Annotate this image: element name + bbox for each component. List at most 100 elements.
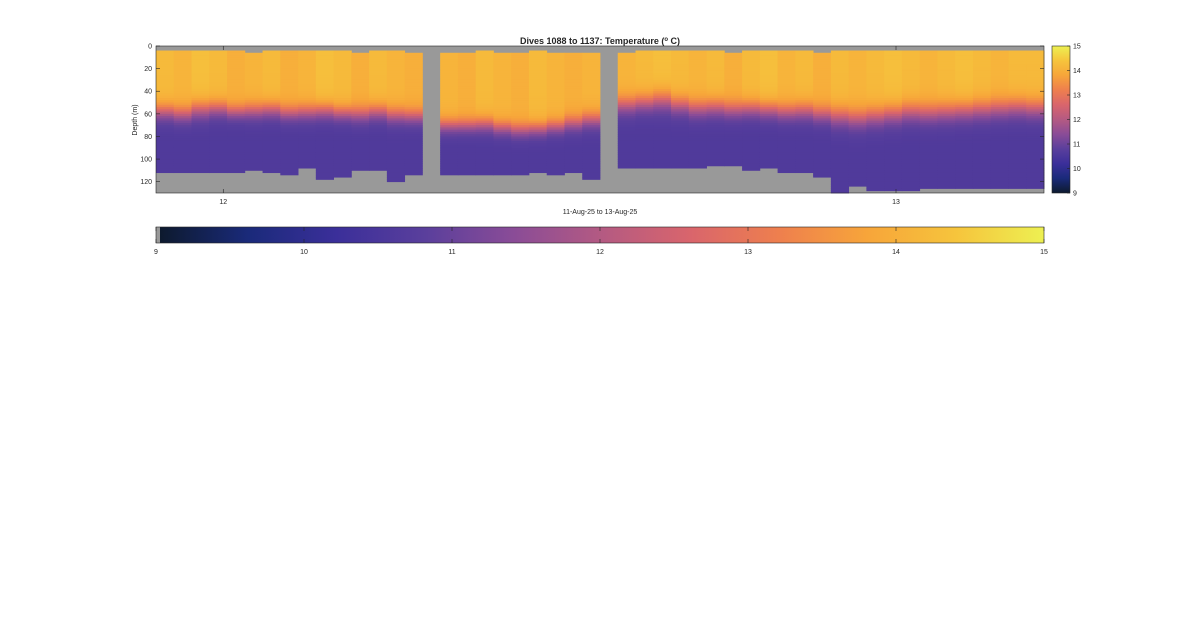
heatmap-cell xyxy=(635,75,654,79)
heatmap-cell xyxy=(386,102,406,106)
heatmap-cell xyxy=(404,156,423,160)
heatmap-cell xyxy=(582,122,601,126)
heatmap-cell xyxy=(333,95,352,99)
heatmap-cell xyxy=(209,61,228,65)
heatmap-cell xyxy=(866,107,885,110)
heatmap-cell xyxy=(528,154,548,158)
heatmap-cell xyxy=(919,145,938,149)
heatmap-cell xyxy=(688,91,707,94)
heatmap-cell xyxy=(848,152,867,155)
heatmap-cell xyxy=(830,59,850,63)
heatmap-cell xyxy=(813,129,832,133)
heatmap-cell xyxy=(386,154,406,158)
heatmap-cell xyxy=(671,163,690,167)
heatmap-cell xyxy=(990,181,1009,185)
heatmap-cell xyxy=(564,156,583,160)
heatmap-cell xyxy=(866,177,885,180)
heatmap-cell xyxy=(191,122,210,126)
heatmap-cell xyxy=(972,179,992,183)
y-axis-label: Depth (m) xyxy=(132,104,139,135)
heatmap-cell xyxy=(990,107,1009,110)
heatmap-cell xyxy=(315,156,334,160)
heatmap-cell xyxy=(262,86,281,90)
heatmap-cell xyxy=(724,118,743,122)
heatmap-cell xyxy=(777,93,796,97)
heatmap-cell xyxy=(990,129,1009,133)
heatmap-cell xyxy=(937,50,956,54)
heatmap-cell xyxy=(990,138,1009,142)
heatmap-cell xyxy=(848,177,867,180)
heatmap-cell xyxy=(173,93,192,97)
heatmap-cell xyxy=(990,102,1009,106)
heatmap-cell xyxy=(582,95,601,99)
heatmap-cell xyxy=(706,131,725,135)
heatmap-cell xyxy=(173,88,192,92)
heatmap-cell xyxy=(759,122,778,126)
heatmap-cell xyxy=(635,161,654,164)
heatmap-cell xyxy=(795,61,814,65)
heatmap-cell xyxy=(1008,86,1027,90)
heatmap-cell xyxy=(386,113,406,117)
heatmap-cell xyxy=(706,102,725,106)
heatmap-cell xyxy=(404,88,423,92)
heatmap-cell xyxy=(795,165,814,169)
heatmap-cell xyxy=(990,73,1009,76)
heatmap-cell xyxy=(191,77,210,81)
heatmap-cell xyxy=(795,77,814,81)
heatmap-cell xyxy=(671,91,690,94)
heatmap-cell xyxy=(298,64,317,67)
heatmap-cell xyxy=(457,73,477,76)
heatmap-cell xyxy=(724,120,743,124)
heatmap-cell xyxy=(386,98,406,101)
heatmap-cell xyxy=(582,168,601,171)
heatmap-cell xyxy=(298,150,317,153)
heatmap-cell xyxy=(617,88,636,92)
horizontal-colorbar-nodata xyxy=(156,227,160,243)
heatmap-cell xyxy=(457,159,477,162)
heatmap-cell xyxy=(582,145,601,149)
heatmap-cell xyxy=(440,111,459,115)
heatmap-cell xyxy=(777,57,796,60)
heatmap-cell xyxy=(990,111,1009,115)
heatmap-cell xyxy=(440,170,459,174)
heatmap-cell xyxy=(386,159,406,162)
heatmap-cell xyxy=(1026,109,1045,112)
heatmap-cell xyxy=(528,168,548,171)
heatmap-cell xyxy=(511,152,530,155)
heatmap-cell xyxy=(972,118,992,122)
heatmap-cell xyxy=(227,134,246,137)
heatmap-cell xyxy=(315,102,334,106)
heatmap-cell xyxy=(457,116,477,119)
heatmap-cell xyxy=(990,154,1009,158)
heatmap-cell xyxy=(262,156,281,160)
heatmap-cell xyxy=(528,118,548,122)
heatmap-cell xyxy=(386,82,406,85)
heatmap-cell xyxy=(688,122,707,126)
heatmap-cell xyxy=(227,116,246,119)
heatmap-cell xyxy=(404,140,423,144)
heatmap-cell xyxy=(528,91,548,94)
heatmap-cell xyxy=(617,82,636,85)
heatmap-cell xyxy=(191,57,210,60)
heatmap-cell xyxy=(884,168,903,171)
heatmap-cell xyxy=(866,174,885,178)
heatmap-cell xyxy=(209,86,228,90)
heatmap-cell xyxy=(156,82,175,85)
heatmap-cell xyxy=(280,52,299,56)
heatmap-cell xyxy=(688,77,707,81)
heatmap-cell xyxy=(315,172,334,176)
heatmap-cell xyxy=(955,143,974,146)
heatmap-cell xyxy=(742,66,761,70)
heatmap-cell xyxy=(830,64,850,67)
heatmap-cell xyxy=(848,73,867,76)
heatmap-cell xyxy=(315,159,334,162)
heatmap-cell xyxy=(653,138,672,142)
heatmap-cell xyxy=(156,125,175,128)
heatmap-cell xyxy=(706,57,725,60)
heatmap-cell xyxy=(777,88,796,92)
heatmap-cell xyxy=(724,64,743,67)
heatmap-cell xyxy=(830,73,850,76)
heatmap-cell xyxy=(351,107,370,110)
heatmap-cell xyxy=(262,57,281,60)
heatmap-cell xyxy=(830,186,850,189)
